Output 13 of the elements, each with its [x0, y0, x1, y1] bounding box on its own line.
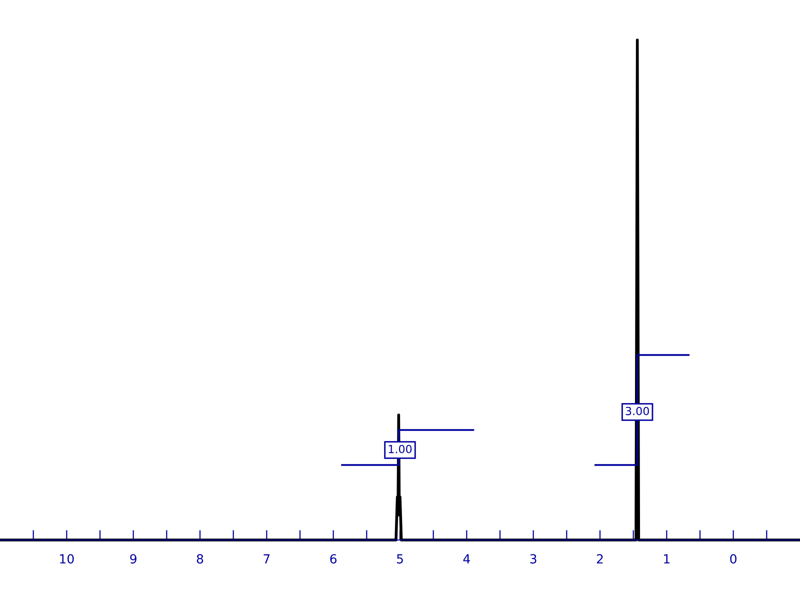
x-tick-label: 6 [330, 554, 337, 564]
x-tick-label: 9 [130, 554, 136, 564]
x-tick-label: 1 [664, 554, 670, 564]
x-tick-label: 2 [596, 554, 603, 564]
annotation: 3.00 [626, 406, 649, 416]
x-tick-label: 8 [196, 554, 204, 564]
x-tick-label: 10 [60, 554, 74, 564]
annotation: 1.00 [388, 444, 412, 454]
x-tick-label: 7 [264, 554, 270, 564]
x-tick-label: 0 [730, 554, 736, 564]
x-tick-label: 4 [463, 554, 470, 564]
x-tick-label: 5 [396, 554, 403, 564]
x-tick-label: 3 [530, 554, 536, 564]
